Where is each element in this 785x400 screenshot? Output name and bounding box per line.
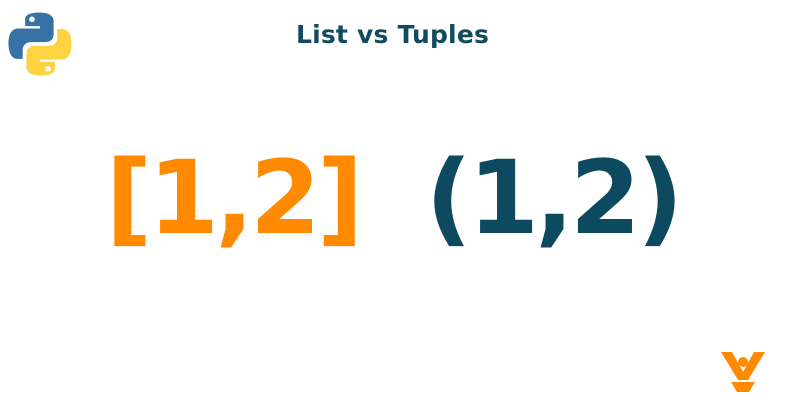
python-logo-icon bbox=[8, 12, 72, 76]
comparison-hero: [1,2] (1,2) bbox=[0, 148, 785, 250]
tuple-example: (1,2) bbox=[425, 139, 684, 258]
list-example: [1,2] bbox=[105, 139, 364, 258]
page-title: List vs Tuples bbox=[295, 20, 490, 49]
brand-logo-icon bbox=[721, 352, 765, 392]
